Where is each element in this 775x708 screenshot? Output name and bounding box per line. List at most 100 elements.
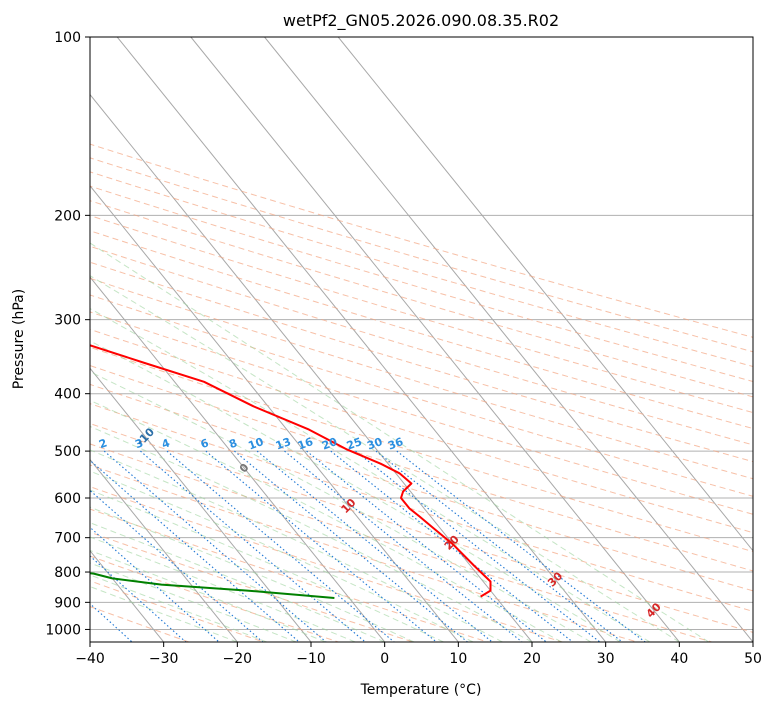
dry-adiabat <box>90 215 753 414</box>
isotherm-line <box>190 37 680 642</box>
mixing-ratio-label: 10 <box>246 435 265 453</box>
moist-adiabat <box>90 275 680 642</box>
moist-adiabat <box>90 371 592 642</box>
moist-adiabat <box>90 536 356 642</box>
mixing-ratio-label: 13 <box>274 435 293 452</box>
dry-adiabat <box>90 403 753 612</box>
mixing-ratio-label: 16 <box>296 435 315 453</box>
x-tick-label: 30 <box>597 651 615 667</box>
moist-adiabat <box>90 340 621 642</box>
mixing-ratio-line <box>396 450 646 642</box>
mixing-ratio-label: 3 <box>133 436 145 451</box>
mixing-ratio-label: 36 <box>386 435 405 453</box>
dry-adiabat <box>90 200 753 398</box>
y-tick-label: 800 <box>54 565 81 581</box>
mixing-ratio-line <box>90 555 187 642</box>
isotherm-line <box>264 37 753 642</box>
chart-title: wetPf2_GN05.2026.090.08.35.R02 <box>283 11 559 31</box>
y-tick-label: 400 <box>54 387 81 403</box>
mixing-ratio-line <box>284 450 523 642</box>
mixing-ratio-line <box>166 450 395 642</box>
mixing-ratio-line <box>205 450 437 642</box>
dry-adiabat <box>90 143 753 338</box>
mixing-ratio-label: 30 <box>365 435 384 453</box>
moist-adiabat <box>90 562 297 642</box>
temperature-profile-line <box>90 344 492 598</box>
mixing-ratio-label: 6 <box>199 436 211 451</box>
plot-frame <box>89 36 754 643</box>
x-tick-label: −10 <box>296 651 326 667</box>
y-tick-label: 200 <box>54 208 81 224</box>
x-axis-label: Temperature (°C) <box>360 682 482 698</box>
moist-adiabat <box>90 399 562 642</box>
moist-adiabat <box>90 522 385 642</box>
grid-layer <box>90 37 753 642</box>
mixing-ratio-line <box>90 526 220 642</box>
isotherm-label: 40 <box>644 600 664 620</box>
label-layer: 0.10.20.40.611.52346810131620253036-100-… <box>0 425 664 620</box>
x-tick-label: −40 <box>75 651 105 667</box>
mixing-ratio-line <box>90 489 264 642</box>
dewpoint-profile-line <box>90 572 335 599</box>
x-tick-label: 20 <box>523 651 541 667</box>
mixing-ratio-line <box>306 450 547 642</box>
isotherm-line <box>90 185 459 642</box>
y-tick-label: 900 <box>54 595 81 611</box>
dry-adiabat <box>90 531 414 642</box>
dry-adiabat <box>90 328 753 534</box>
isotherm-line <box>90 276 386 642</box>
dry-adiabat <box>90 230 753 430</box>
moist-adiabat <box>90 574 267 642</box>
moist-adiabat <box>90 449 503 642</box>
series-layer <box>90 344 492 599</box>
x-tick-label: 50 <box>744 651 762 667</box>
x-axis-ticks: −40 −30 −20 −10 0 10 20 30 40 50 <box>75 642 762 667</box>
x-tick-label: −30 <box>149 651 179 667</box>
mixing-ratio-line <box>375 450 623 642</box>
moist-adiabat <box>90 586 238 642</box>
dry-adiabat <box>90 606 189 642</box>
x-tick-label: −20 <box>223 651 253 667</box>
isotherm-line <box>116 37 607 642</box>
x-tick-label: 10 <box>449 651 467 667</box>
dry-adiabat <box>90 346 753 553</box>
dry-adiabat <box>90 508 488 642</box>
mixing-ratio-line <box>256 450 493 642</box>
dry-adiabat <box>90 383 753 592</box>
mixing-ratio-label: 2 <box>97 436 109 451</box>
mixing-ratio-label: 8 <box>227 436 239 451</box>
y-tick-label: 300 <box>54 313 81 329</box>
mixing-ratio-label: 20 <box>320 435 339 453</box>
isotherm-line <box>337 37 753 552</box>
dry-adiabat <box>90 580 264 642</box>
moist-adiabat <box>90 489 444 642</box>
x-tick-label: 40 <box>670 651 688 667</box>
moist-adiabat <box>90 425 533 642</box>
y-tick-label: 600 <box>54 491 81 507</box>
y-tick-label: 700 <box>54 531 81 547</box>
mixing-ratio-line <box>103 450 327 642</box>
mixing-ratio-line <box>234 450 468 642</box>
dry-adiabat <box>90 464 638 642</box>
mixing-ratio-label: 25 <box>345 435 364 452</box>
y-tick-label: 100 <box>54 30 81 46</box>
moist-adiabat <box>90 470 474 642</box>
mixing-ratio-label: 1 <box>39 436 51 451</box>
dry-adiabat <box>90 486 563 642</box>
moist-adiabat <box>90 242 710 642</box>
isotherm-label: 10 <box>339 496 359 516</box>
y-tick-label: 500 <box>54 444 81 460</box>
y-axis-label: Pressure (hPa) <box>11 289 27 389</box>
mixing-ratio-label: 4 <box>160 436 172 451</box>
x-tick-label: 0 <box>380 651 389 667</box>
isotherm-line <box>90 458 238 642</box>
isotherm-line <box>90 367 312 642</box>
dry-adiabat <box>90 443 712 642</box>
mixing-ratio-label: 0.6 <box>0 434 16 453</box>
y-tick-label: 1000 <box>45 622 81 638</box>
dry-adiabat <box>90 245 753 446</box>
dry-adiabat <box>90 261 753 463</box>
dry-adiabat <box>90 294 753 497</box>
y-axis-ticks: 100 200 300 400 500 600 700 800 900 1000 <box>45 30 90 638</box>
